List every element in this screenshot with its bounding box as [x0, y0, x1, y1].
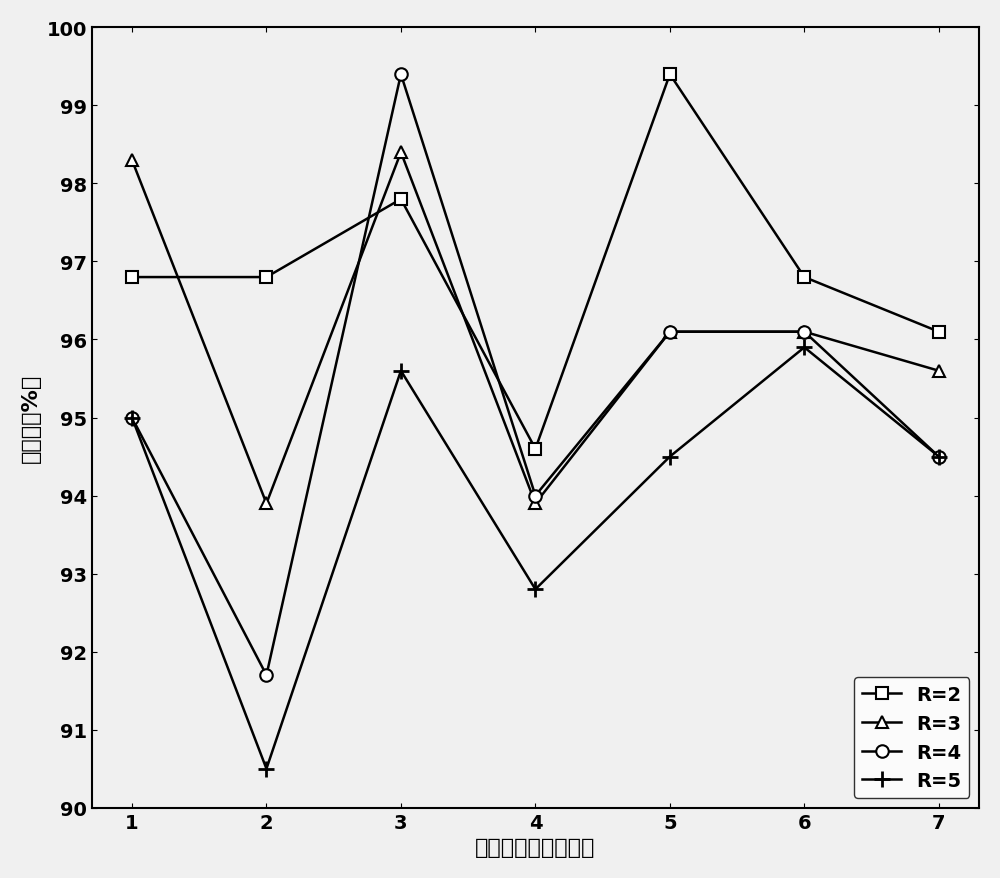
R=3 [260, 499, 272, 509]
R=5 [260, 764, 272, 774]
R=5 [529, 584, 541, 594]
Line: R=4: R=4 [126, 68, 945, 681]
R=2 [260, 272, 272, 283]
R=4 [260, 670, 272, 680]
R=2 [126, 272, 138, 283]
R=4 [933, 452, 945, 463]
R=2 [529, 444, 541, 455]
R=4 [126, 413, 138, 423]
R=5 [798, 342, 810, 353]
R=3 [798, 327, 810, 337]
Legend: R=2, R=3, R=4, R=5: R=2, R=3, R=4, R=5 [854, 678, 969, 798]
R=4 [529, 491, 541, 501]
R=4 [798, 327, 810, 337]
R=2 [798, 272, 810, 283]
R=3 [529, 499, 541, 509]
R=3 [395, 148, 407, 158]
R=3 [933, 366, 945, 377]
R=5 [664, 452, 676, 463]
X-axis label: 最大循环次数（次）: 最大循环次数（次） [475, 838, 596, 857]
R=2 [395, 195, 407, 205]
R=3 [126, 155, 138, 166]
R=2 [664, 70, 676, 81]
R=5 [395, 366, 407, 377]
R=3 [664, 327, 676, 337]
Line: R=2: R=2 [126, 68, 945, 456]
R=4 [664, 327, 676, 337]
R=5 [933, 452, 945, 463]
R=5 [126, 413, 138, 423]
R=4 [395, 70, 407, 81]
R=2 [933, 327, 945, 337]
Line: R=5: R=5 [124, 341, 946, 776]
Y-axis label: 正确率（%）: 正确率（%） [21, 373, 41, 463]
Line: R=3: R=3 [126, 147, 945, 510]
